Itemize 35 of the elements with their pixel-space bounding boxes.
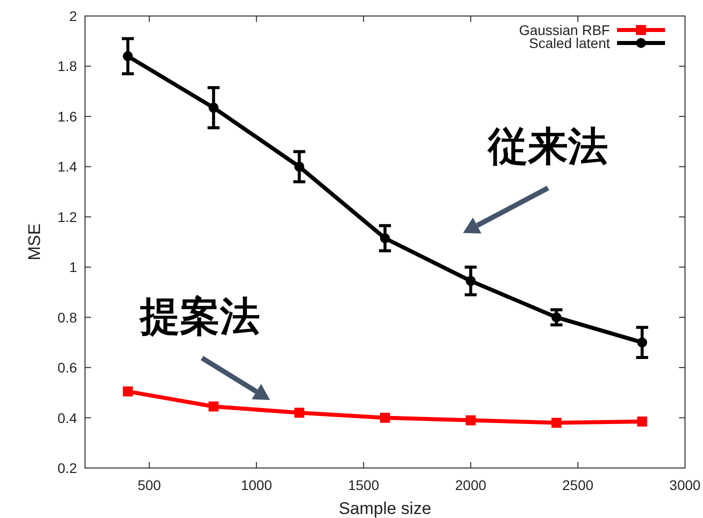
y-tick-label: 1.2 — [58, 208, 78, 225]
point — [122, 386, 133, 396]
point — [380, 233, 390, 244]
point — [122, 51, 133, 62]
annotation: 提案法 — [139, 294, 260, 340]
y-axis-title: MSE — [25, 224, 44, 260]
y-tick-label: 0.6 — [58, 360, 78, 376]
point — [637, 337, 648, 348]
x-tick-label: 1000 — [240, 477, 272, 493]
point — [637, 416, 648, 427]
y-tick-label: 1.4 — [58, 158, 78, 175]
y-tick-label: 0.8 — [58, 309, 78, 326]
y-tick-label: 1 — [69, 259, 78, 276]
x-tick-label: 1500 — [348, 477, 380, 493]
point — [380, 412, 390, 423]
y-tick-label: 2 — [69, 8, 78, 24]
point — [208, 401, 219, 412]
point — [551, 418, 562, 428]
legend-label: Scaled latent — [529, 35, 610, 51]
x-tick-label: 3000 — [669, 477, 701, 493]
point — [294, 162, 304, 172]
y-tick-label: 1.6 — [58, 108, 78, 124]
point — [466, 276, 476, 286]
x-tick-label: 2000 — [455, 477, 486, 493]
point — [466, 415, 476, 426]
point — [294, 408, 304, 418]
legend-label: Gaussian RBF — [518, 22, 610, 38]
x-tick-label: 2500 — [562, 477, 594, 493]
x-axis-title: Sample size — [338, 499, 432, 518]
point — [208, 102, 219, 113]
annotation: 従来法 — [487, 124, 608, 170]
y-tick-label: 1.8 — [58, 58, 78, 74]
x-tick-label: 500 — [138, 477, 162, 493]
y-tick-label: 0.4 — [58, 410, 78, 426]
y-tick-label: 0.2 — [58, 460, 78, 476]
